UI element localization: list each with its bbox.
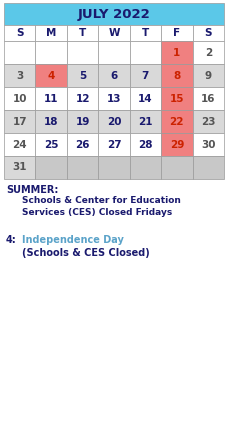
Bar (160, 25, 192, 41)
Text: 29: 29 (169, 139, 183, 150)
Text: 31: 31 (12, 162, 27, 173)
Bar (160, 64, 192, 87)
Bar (129, 64, 160, 87)
Text: 8: 8 (173, 71, 180, 80)
Text: 10: 10 (12, 94, 27, 104)
Bar (98, 156, 129, 179)
Text: 19: 19 (75, 116, 89, 127)
Text: 2: 2 (204, 48, 211, 57)
Text: Independence Day: Independence Day (22, 235, 123, 245)
Text: F: F (173, 28, 180, 38)
Bar (98, 110, 129, 133)
Bar (35, 64, 67, 87)
Text: SUMMER:: SUMMER: (6, 185, 58, 195)
Text: 3: 3 (16, 71, 23, 80)
Bar (4, 156, 35, 179)
Bar (35, 41, 67, 64)
Text: 9: 9 (204, 71, 211, 80)
Bar (35, 133, 67, 156)
Bar (35, 110, 67, 133)
Text: 25: 25 (44, 139, 58, 150)
Text: 18: 18 (44, 116, 58, 127)
Text: 5: 5 (79, 71, 86, 80)
Text: JULY 2022: JULY 2022 (77, 8, 150, 20)
Text: S: S (16, 28, 23, 38)
Text: T: T (141, 28, 148, 38)
Bar (67, 156, 98, 179)
Bar (98, 87, 129, 110)
Text: 12: 12 (75, 94, 89, 104)
Text: 16: 16 (200, 94, 215, 104)
Text: 15: 15 (169, 94, 183, 104)
Bar (98, 133, 129, 156)
Text: 27: 27 (106, 139, 121, 150)
Bar (192, 41, 223, 64)
Bar (192, 87, 223, 110)
Text: 6: 6 (110, 71, 117, 80)
Text: 1: 1 (173, 48, 180, 57)
Text: 30: 30 (200, 139, 215, 150)
Bar (4, 133, 35, 156)
Text: 28: 28 (138, 139, 152, 150)
Bar (98, 64, 129, 87)
Bar (35, 156, 67, 179)
Bar (67, 41, 98, 64)
Bar (192, 64, 223, 87)
Bar (160, 110, 192, 133)
Bar (192, 133, 223, 156)
Text: 4: 4 (47, 71, 54, 80)
Bar (98, 25, 129, 41)
Bar (4, 110, 35, 133)
Bar (4, 87, 35, 110)
Bar (4, 3, 223, 25)
Bar (35, 87, 67, 110)
Bar (192, 25, 223, 41)
Text: 4:: 4: (6, 235, 17, 245)
Bar (67, 87, 98, 110)
Bar (67, 110, 98, 133)
Text: 20: 20 (106, 116, 121, 127)
Bar (160, 133, 192, 156)
Bar (4, 25, 35, 41)
Bar (192, 110, 223, 133)
Bar (160, 87, 192, 110)
Bar (129, 25, 160, 41)
Bar (4, 41, 35, 64)
Text: T: T (79, 28, 86, 38)
Bar (67, 133, 98, 156)
Text: W: W (108, 28, 119, 38)
Text: M: M (46, 28, 56, 38)
Bar (192, 156, 223, 179)
Text: S: S (204, 28, 211, 38)
Bar (129, 110, 160, 133)
Bar (129, 156, 160, 179)
Text: 24: 24 (12, 139, 27, 150)
Text: 26: 26 (75, 139, 89, 150)
Text: 23: 23 (200, 116, 215, 127)
Bar (160, 156, 192, 179)
Bar (129, 41, 160, 64)
Text: (Schools & CES Closed): (Schools & CES Closed) (22, 248, 149, 258)
Bar (67, 64, 98, 87)
Text: 7: 7 (141, 71, 148, 80)
Text: 21: 21 (138, 116, 152, 127)
Bar (98, 41, 129, 64)
Text: 22: 22 (169, 116, 183, 127)
Bar (4, 64, 35, 87)
Text: Schools & Center for Education
Services (CES) Closed Fridays: Schools & Center for Education Services … (22, 196, 180, 217)
Text: 14: 14 (138, 94, 152, 104)
Text: 11: 11 (44, 94, 58, 104)
Text: 13: 13 (106, 94, 121, 104)
Bar (129, 133, 160, 156)
Bar (35, 25, 67, 41)
Bar (67, 25, 98, 41)
Text: 17: 17 (12, 116, 27, 127)
Bar (160, 41, 192, 64)
Bar (129, 87, 160, 110)
